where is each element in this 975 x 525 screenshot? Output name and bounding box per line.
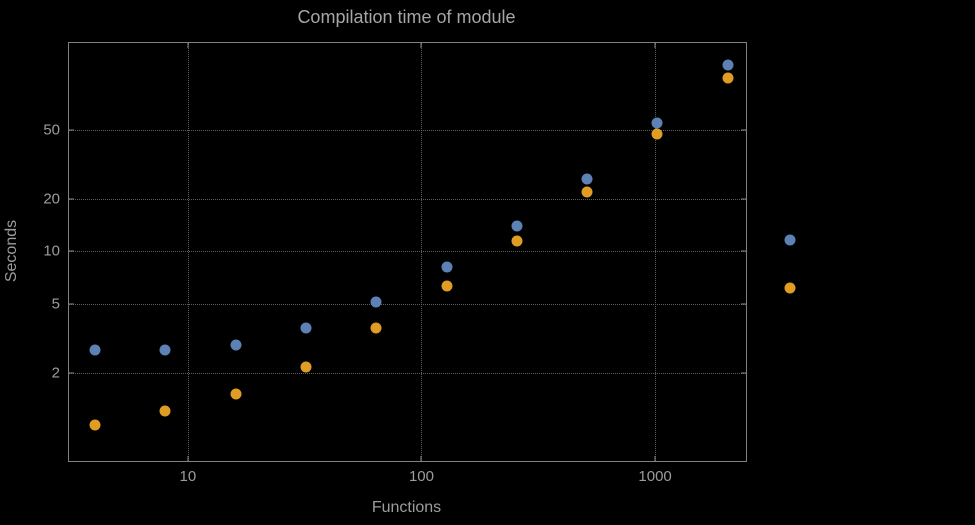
tick-mark xyxy=(69,372,74,374)
tick-mark xyxy=(741,303,746,304)
data-point-series-2 xyxy=(441,280,452,292)
tick-mark xyxy=(741,250,746,252)
y-axis-label: Seconds xyxy=(3,219,20,283)
gridline-horizontal xyxy=(69,251,746,253)
y-tick-label: 5 xyxy=(51,295,60,312)
data-point-series-2 xyxy=(370,322,382,334)
x-tick-label: 100 xyxy=(408,468,434,485)
tick-mark xyxy=(187,43,189,48)
x-axis-label: Functions xyxy=(371,499,442,516)
data-point-series-2 xyxy=(722,72,734,83)
legend-marker-series-1 xyxy=(784,234,796,246)
data-point-series-2 xyxy=(511,235,523,247)
plot-area: 10 100 1000 2 5 10 20 50 xyxy=(43,42,747,485)
legend-marker-series-2 xyxy=(784,282,796,294)
tick-mark xyxy=(420,456,422,461)
x-tick-label: 10 xyxy=(179,468,197,485)
data-point-series-1 xyxy=(441,261,452,273)
tick-mark xyxy=(741,129,746,131)
tick-mark xyxy=(654,43,656,48)
y-tick-label: 10 xyxy=(43,242,60,260)
gridline-horizontal xyxy=(69,303,746,305)
data-point-series-1 xyxy=(722,59,734,71)
data-point-series-2 xyxy=(89,419,101,431)
data-point-series-2 xyxy=(300,361,312,373)
tick-mark xyxy=(741,372,746,374)
data-point-series-1 xyxy=(300,322,312,334)
tick-mark xyxy=(69,198,74,200)
tick-mark xyxy=(187,456,189,461)
data-point-series-1 xyxy=(511,220,523,232)
gridline-horizontal xyxy=(69,198,746,200)
tick-mark xyxy=(69,250,74,252)
tick-mark xyxy=(420,43,422,48)
data-point-series-2 xyxy=(581,186,593,198)
chart-title: Compilation time of module xyxy=(297,7,516,27)
data-point-series-2 xyxy=(230,388,242,400)
y-tick-label: 2 xyxy=(51,364,60,382)
data-point-series-1 xyxy=(159,344,171,356)
data-point-series-2 xyxy=(159,405,171,417)
x-tick-label: 1000 xyxy=(638,468,672,485)
data-point-series-1 xyxy=(651,117,663,129)
y-tick-label: 20 xyxy=(43,190,60,208)
tick-mark xyxy=(69,303,74,304)
gridline-horizontal xyxy=(69,372,746,374)
data-point-series-1 xyxy=(581,173,593,185)
tick-mark xyxy=(69,129,74,131)
data-point-series-2 xyxy=(651,128,663,140)
data-point-series-1 xyxy=(370,296,382,308)
data-point-series-1 xyxy=(89,344,101,356)
y-tick-label: 50 xyxy=(43,121,60,139)
tick-mark xyxy=(741,198,746,200)
tick-mark xyxy=(654,456,656,461)
gridline-horizontal xyxy=(69,129,746,131)
data-point-series-1 xyxy=(230,339,242,351)
